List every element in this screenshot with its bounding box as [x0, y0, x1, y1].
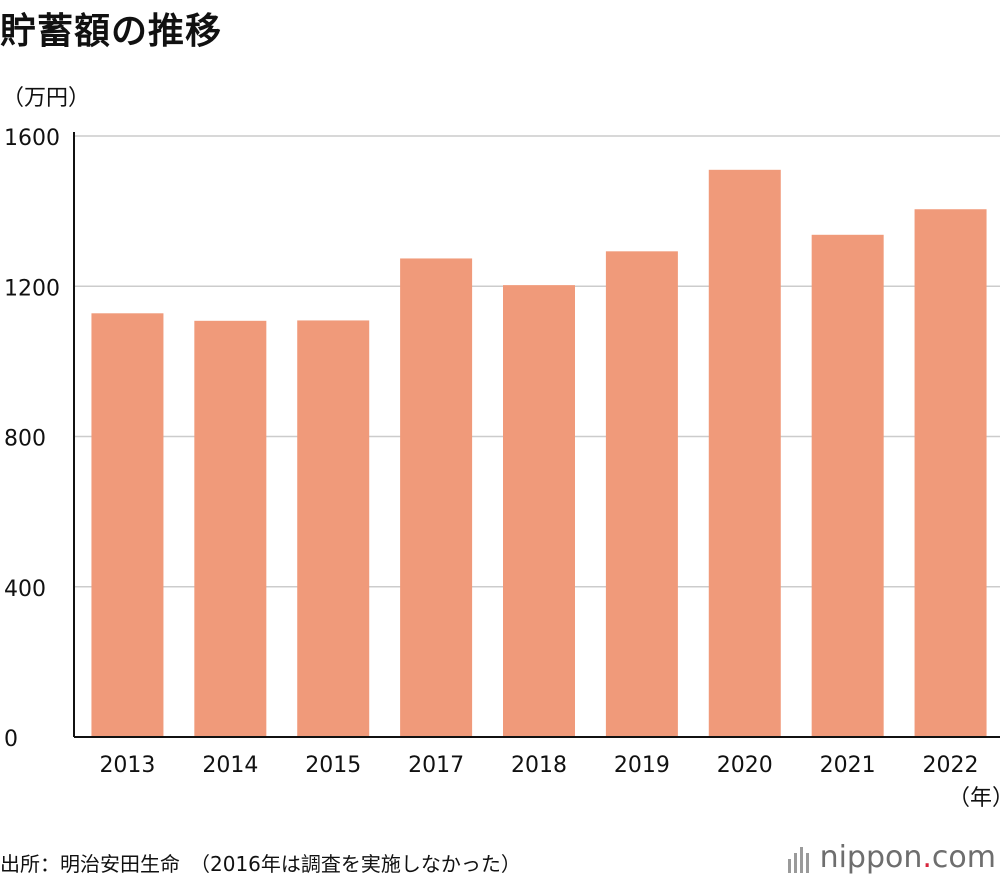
- bar: [503, 285, 575, 737]
- bar: [811, 234, 884, 737]
- x-tick-label: 2022: [923, 753, 979, 778]
- x-tick-label: 2017: [408, 753, 464, 778]
- logo-bars-icon: [787, 843, 812, 873]
- x-tick-label: 2013: [99, 753, 155, 778]
- chart-title: 貯蓄額の推移: [0, 11, 223, 52]
- bar: [708, 169, 781, 737]
- bar: [194, 320, 267, 737]
- x-tick-label: 2019: [614, 753, 670, 778]
- y-axis-unit-label: （万円）: [2, 86, 91, 111]
- x-tick-label: 2014: [202, 753, 258, 778]
- bar: [297, 320, 370, 737]
- y-tick-label: 400: [4, 577, 46, 602]
- bar: [914, 209, 987, 737]
- x-tick-label: 2015: [305, 753, 361, 778]
- logo-dot: .: [922, 840, 932, 875]
- y-tick-label: 0: [4, 727, 18, 752]
- y-tick-label: 1200: [4, 276, 60, 301]
- logo-tld: com: [931, 840, 996, 875]
- bar: [91, 313, 164, 737]
- x-tick-label: 2020: [717, 753, 773, 778]
- logo-name: nippon: [819, 840, 923, 875]
- x-tick-label: 2021: [820, 753, 876, 778]
- x-tick-label: 2018: [511, 753, 567, 778]
- bar: [605, 251, 678, 737]
- bar: [400, 258, 473, 737]
- x-axis-unit-label: （年）: [948, 786, 1000, 811]
- y-tick-label: 800: [4, 427, 46, 452]
- y-tick-label: 1600: [4, 126, 60, 151]
- nippon-logo: nippon. com: [787, 840, 996, 875]
- source-note: 出所：明治安田生命 （2016年は調査を実施しなかった）: [0, 852, 521, 876]
